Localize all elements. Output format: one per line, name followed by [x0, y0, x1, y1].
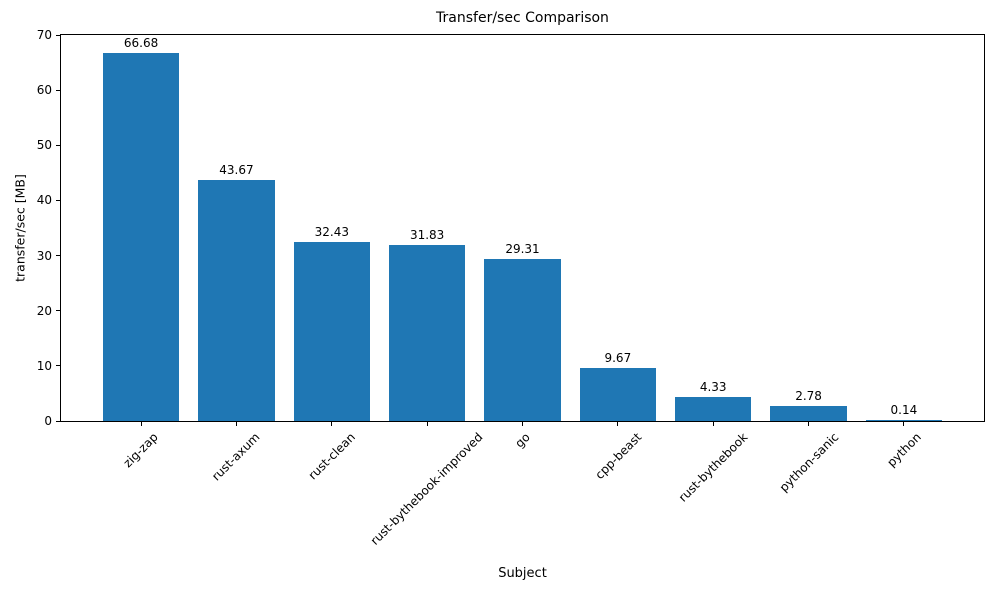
y-tick-mark	[56, 89, 61, 91]
bar	[865, 420, 943, 421]
y-tick-mark	[56, 199, 61, 201]
bar	[198, 180, 275, 421]
x-tick-label: cpp-beast	[592, 430, 645, 482]
x-axis-label: Subject	[498, 566, 547, 581]
y-tick-label: 40	[36, 193, 52, 208]
bar	[389, 245, 466, 421]
y-tick-mark	[56, 310, 61, 312]
bar-value-label: 32.43	[314, 225, 349, 240]
y-tick-label: 0	[44, 414, 52, 428]
bar-value-label: 4.33	[699, 380, 727, 395]
y-tick-label: 70	[36, 28, 52, 42]
bar-value-label: 43.67	[219, 163, 254, 178]
bar	[102, 53, 180, 421]
y-tick-label: 60	[36, 83, 52, 98]
bar	[293, 242, 370, 421]
y-tick-label: 50	[36, 138, 52, 153]
y-tick-mark	[56, 255, 61, 257]
y-tick-label: 10	[36, 358, 52, 373]
chart-title: Transfer/sec Comparison	[436, 10, 609, 26]
y-tick-mark	[56, 420, 61, 422]
y-tick-label: 20	[36, 303, 52, 318]
y-axis-label: transfer/sec [MB]	[12, 174, 28, 282]
bar	[579, 367, 656, 421]
x-tick-mark	[331, 422, 333, 426]
x-tick-mark	[903, 422, 905, 426]
x-tick-label: rust-clean	[305, 430, 359, 483]
bar	[484, 259, 561, 421]
y-tick-mark	[56, 144, 61, 146]
bar-value-label: 9.67	[604, 350, 632, 365]
x-tick-label: python	[884, 430, 924, 470]
x-tick-mark	[808, 422, 810, 426]
x-tick-label: go	[512, 430, 533, 451]
bar-value-label: 31.83	[409, 228, 445, 243]
x-tick-mark	[426, 422, 428, 426]
bar-value-label: 29.31	[505, 242, 540, 257]
x-tick-label: zig-zap	[120, 430, 162, 471]
bar-value-label: 0.14	[890, 403, 918, 417]
y-tick-label: 30	[36, 248, 52, 263]
bar-value-label: 2.78	[795, 388, 822, 403]
x-tick-mark	[235, 422, 237, 426]
bar	[675, 397, 752, 421]
x-tick-label: python-sanic	[776, 430, 842, 495]
x-tick-mark	[522, 422, 523, 426]
x-tick-label: rust-axum	[209, 430, 263, 484]
x-tick-mark	[617, 422, 619, 426]
bar	[770, 405, 847, 421]
y-tick-mark	[56, 34, 61, 36]
x-tick-mark	[712, 422, 714, 426]
x-tick-label: rust-bythebook	[675, 430, 751, 505]
y-tick-mark	[56, 365, 61, 367]
x-tick-label: rust-bythebook-improved	[367, 430, 486, 548]
x-tick-mark	[140, 422, 142, 426]
bar-value-label: 66.68	[123, 36, 159, 51]
